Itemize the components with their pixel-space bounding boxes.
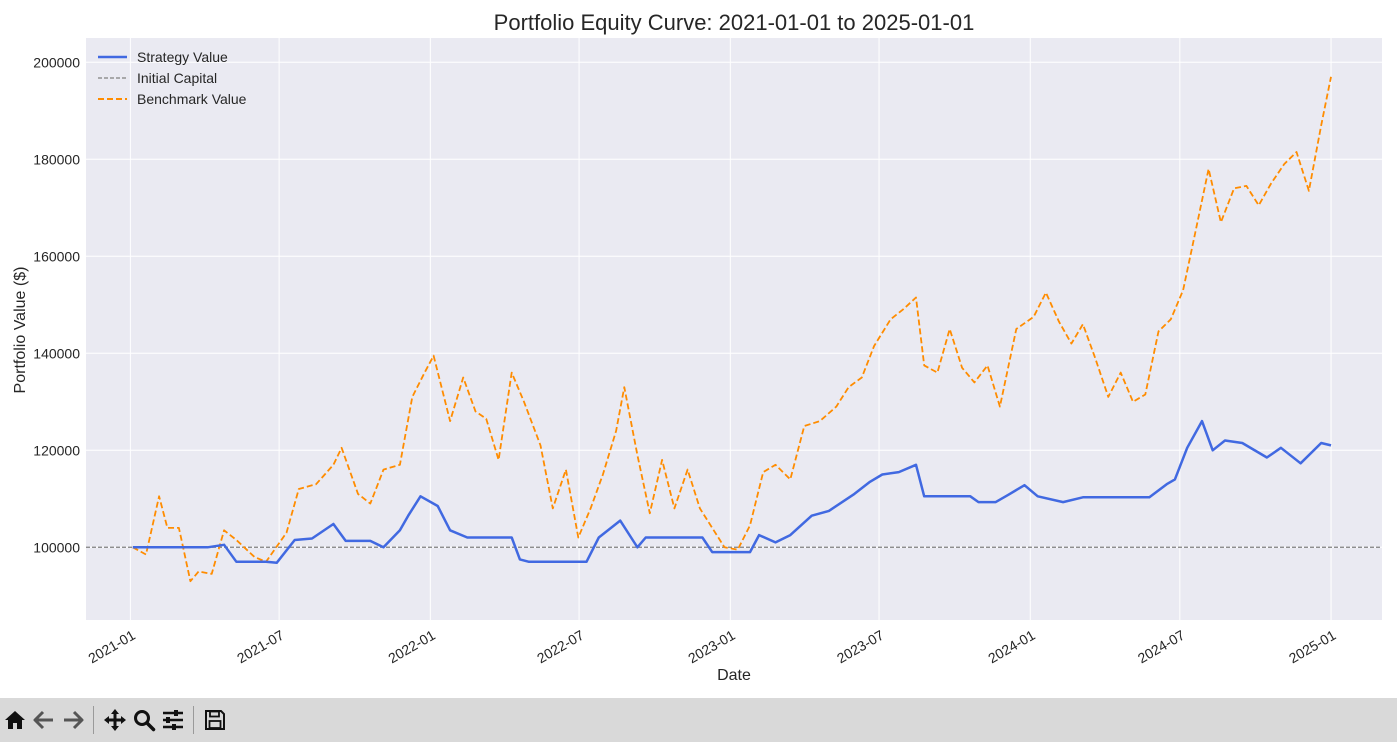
y-tick-label: 180000 <box>33 151 80 167</box>
x-tick-label: 2025-01 <box>1286 627 1339 667</box>
configure-subplots-icon <box>163 710 183 730</box>
chart-title: Portfolio Equity Curve: 2021-01-01 to 20… <box>494 10 975 35</box>
legend-label-benchmark: Benchmark Value <box>137 91 247 107</box>
x-tick-label: 2022-07 <box>534 627 587 667</box>
legend-label-strategy: Strategy Value <box>137 49 228 65</box>
legend: Strategy Value Initial Capital Benchmark… <box>98 49 247 107</box>
x-tick-label: 2024-01 <box>985 627 1038 667</box>
x-tick-label: 2023-07 <box>834 627 887 667</box>
x-tick-label: 2022-01 <box>385 627 438 667</box>
toolbar-separator <box>93 706 94 734</box>
back-arrow-icon <box>33 710 53 730</box>
y-tick-label: 140000 <box>33 345 80 361</box>
x-tick-label: 2023-01 <box>685 627 738 667</box>
y-tick-label: 120000 <box>33 442 80 458</box>
x-axis-ticks: 2021-01 2021-07 2022-01 2022-07 2023-01 2023-… <box>85 627 1338 667</box>
navigation-toolbar <box>0 698 1397 742</box>
plot-area[interactable] <box>86 38 1382 620</box>
pan-button[interactable] <box>101 704 129 736</box>
y-axis-ticks: 100000 120000 140000 160000 180000 200000 <box>33 54 80 555</box>
x-tick-label: 2021-07 <box>234 627 287 667</box>
save-floppy-icon <box>205 710 225 730</box>
benchmark-value-line <box>132 76 1332 583</box>
x-tick-label: 2024-07 <box>1135 627 1188 667</box>
y-tick-label: 200000 <box>33 54 80 70</box>
back-button[interactable] <box>30 704 58 736</box>
home-button[interactable] <box>1 704 29 736</box>
toolbar-separator <box>193 706 194 734</box>
forward-button[interactable] <box>59 704 87 736</box>
save-button[interactable] <box>201 704 229 736</box>
zoom-magnifier-icon <box>134 710 156 732</box>
chart: Portfolio Equity Curve: 2021-01-01 to 20… <box>12 10 1382 684</box>
x-tick-label: 2021-01 <box>85 627 138 667</box>
y-axis-label: Portfolio Value ($) <box>12 267 29 394</box>
zoom-button[interactable] <box>130 704 158 736</box>
x-axis-label: Date <box>717 667 751 684</box>
legend-label-initial-capital: Initial Capital <box>137 70 217 86</box>
pan-move-icon <box>104 709 126 731</box>
series-layer <box>132 76 1332 583</box>
strategy-value-line <box>132 419 1332 565</box>
home-icon <box>5 711 25 729</box>
configure-subplots-button[interactable] <box>159 704 187 736</box>
forward-arrow-icon <box>64 710 84 730</box>
y-tick-label: 100000 <box>33 539 80 555</box>
grid <box>86 38 1382 620</box>
y-tick-label: 160000 <box>33 248 80 264</box>
